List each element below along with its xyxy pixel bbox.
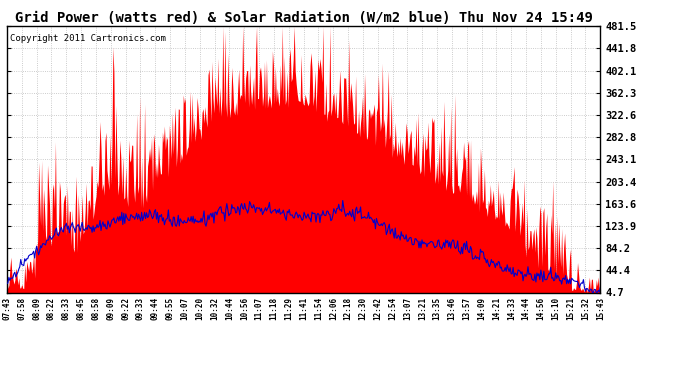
Text: Copyright 2011 Cartronics.com: Copyright 2011 Cartronics.com	[10, 34, 166, 43]
Title: Grid Power (watts red) & Solar Radiation (W/m2 blue) Thu Nov 24 15:49: Grid Power (watts red) & Solar Radiation…	[14, 11, 593, 25]
